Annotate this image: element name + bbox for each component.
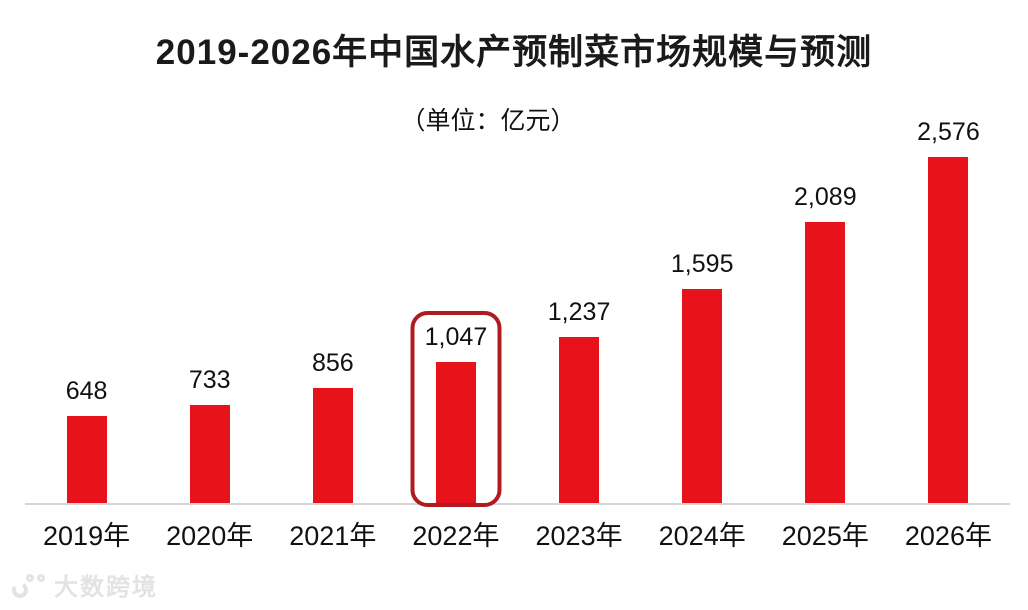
bar-value-label: 733 — [188, 366, 231, 394]
bar-column: 1,237 2023年 — [518, 110, 641, 560]
bar — [312, 388, 353, 503]
x-axis-line — [25, 503, 1010, 505]
bar-value-label: 1,595 — [670, 250, 734, 278]
bar-column: 856 2021年 — [271, 110, 394, 560]
bar — [682, 289, 723, 503]
bar-value-label: 2,089 — [794, 183, 857, 211]
x-axis-label: 2025年 — [781, 521, 869, 551]
x-axis-label: 2021年 — [289, 521, 377, 551]
bar-column: 648 2019年 — [25, 110, 148, 560]
bar-column: 733 2020年 — [148, 110, 271, 560]
bar-column: 1,595 2024年 — [641, 110, 764, 560]
bar — [66, 416, 107, 503]
chart-subtitle: （单位：亿元） — [400, 107, 576, 135]
bar-value-label: 648 — [65, 377, 108, 405]
bar-value-label: 856 — [311, 349, 354, 377]
bar — [805, 222, 846, 503]
x-axis-label: 2024年 — [658, 521, 746, 551]
bar — [559, 337, 600, 503]
x-axis-label: 2022年 — [412, 521, 500, 551]
bar-columns: 648 2019年 733 2020年 856 2021年 1,047 2022年 1,237 2… — [25, 110, 1010, 560]
bar — [928, 157, 969, 503]
x-axis-label: 2020年 — [166, 521, 254, 551]
bar — [435, 362, 476, 503]
bar — [189, 405, 230, 503]
bar-value-label: 1,237 — [547, 298, 611, 326]
watermark-logo-icon — [10, 572, 46, 600]
chart-title: 2019-2026年中国水产预制菜市场规模与预测 — [155, 33, 873, 72]
x-axis-label: 2026年 — [904, 521, 992, 551]
bar-column: 2,089 2025年 — [764, 110, 887, 560]
x-axis-label: 2019年 — [43, 521, 131, 551]
bar-column: 2,576 2026年 — [887, 110, 1010, 560]
watermark-text: 大数跨境 — [54, 574, 158, 601]
watermark: 大数跨境 — [10, 567, 158, 602]
plot-area: 648 2019年 733 2020年 856 2021年 1,047 2022年 1,237 2… — [25, 110, 1010, 560]
bar-value-label: 2,576 — [917, 118, 980, 146]
bar-value-label: 1,047 — [424, 323, 488, 351]
x-axis-label: 2023年 — [535, 521, 623, 551]
bar-column: 1,047 2022年 — [394, 110, 517, 560]
